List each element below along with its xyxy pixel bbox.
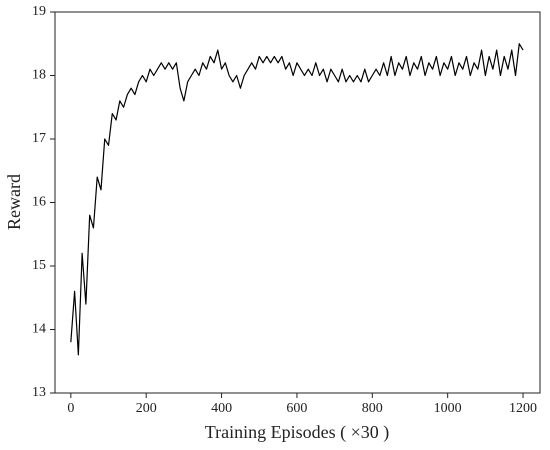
y-tick-label: 18 xyxy=(32,68,46,83)
x-tick-label: 200 xyxy=(136,401,157,416)
x-tick-label: 600 xyxy=(286,401,307,416)
y-tick-label: 14 xyxy=(32,322,46,337)
x-tick-label: 800 xyxy=(362,401,383,416)
line-series xyxy=(70,43,524,356)
x-tick-label: 1000 xyxy=(434,401,462,416)
x-tick-label: 0 xyxy=(67,401,74,416)
y-axis-label: Reward xyxy=(4,174,24,230)
y-tick-label: 16 xyxy=(32,195,46,210)
y-tick-label: 13 xyxy=(32,385,46,400)
plot-frame xyxy=(54,11,541,394)
y-tick-label: 15 xyxy=(32,258,46,273)
x-tick-label: 1200 xyxy=(509,401,537,416)
x-tick-label: 400 xyxy=(211,401,232,416)
y-tick-label: 17 xyxy=(32,131,46,146)
y-tick-label: 19 xyxy=(32,4,46,19)
x-axis-label: Training Episodes ( ×30 ) xyxy=(205,422,389,443)
